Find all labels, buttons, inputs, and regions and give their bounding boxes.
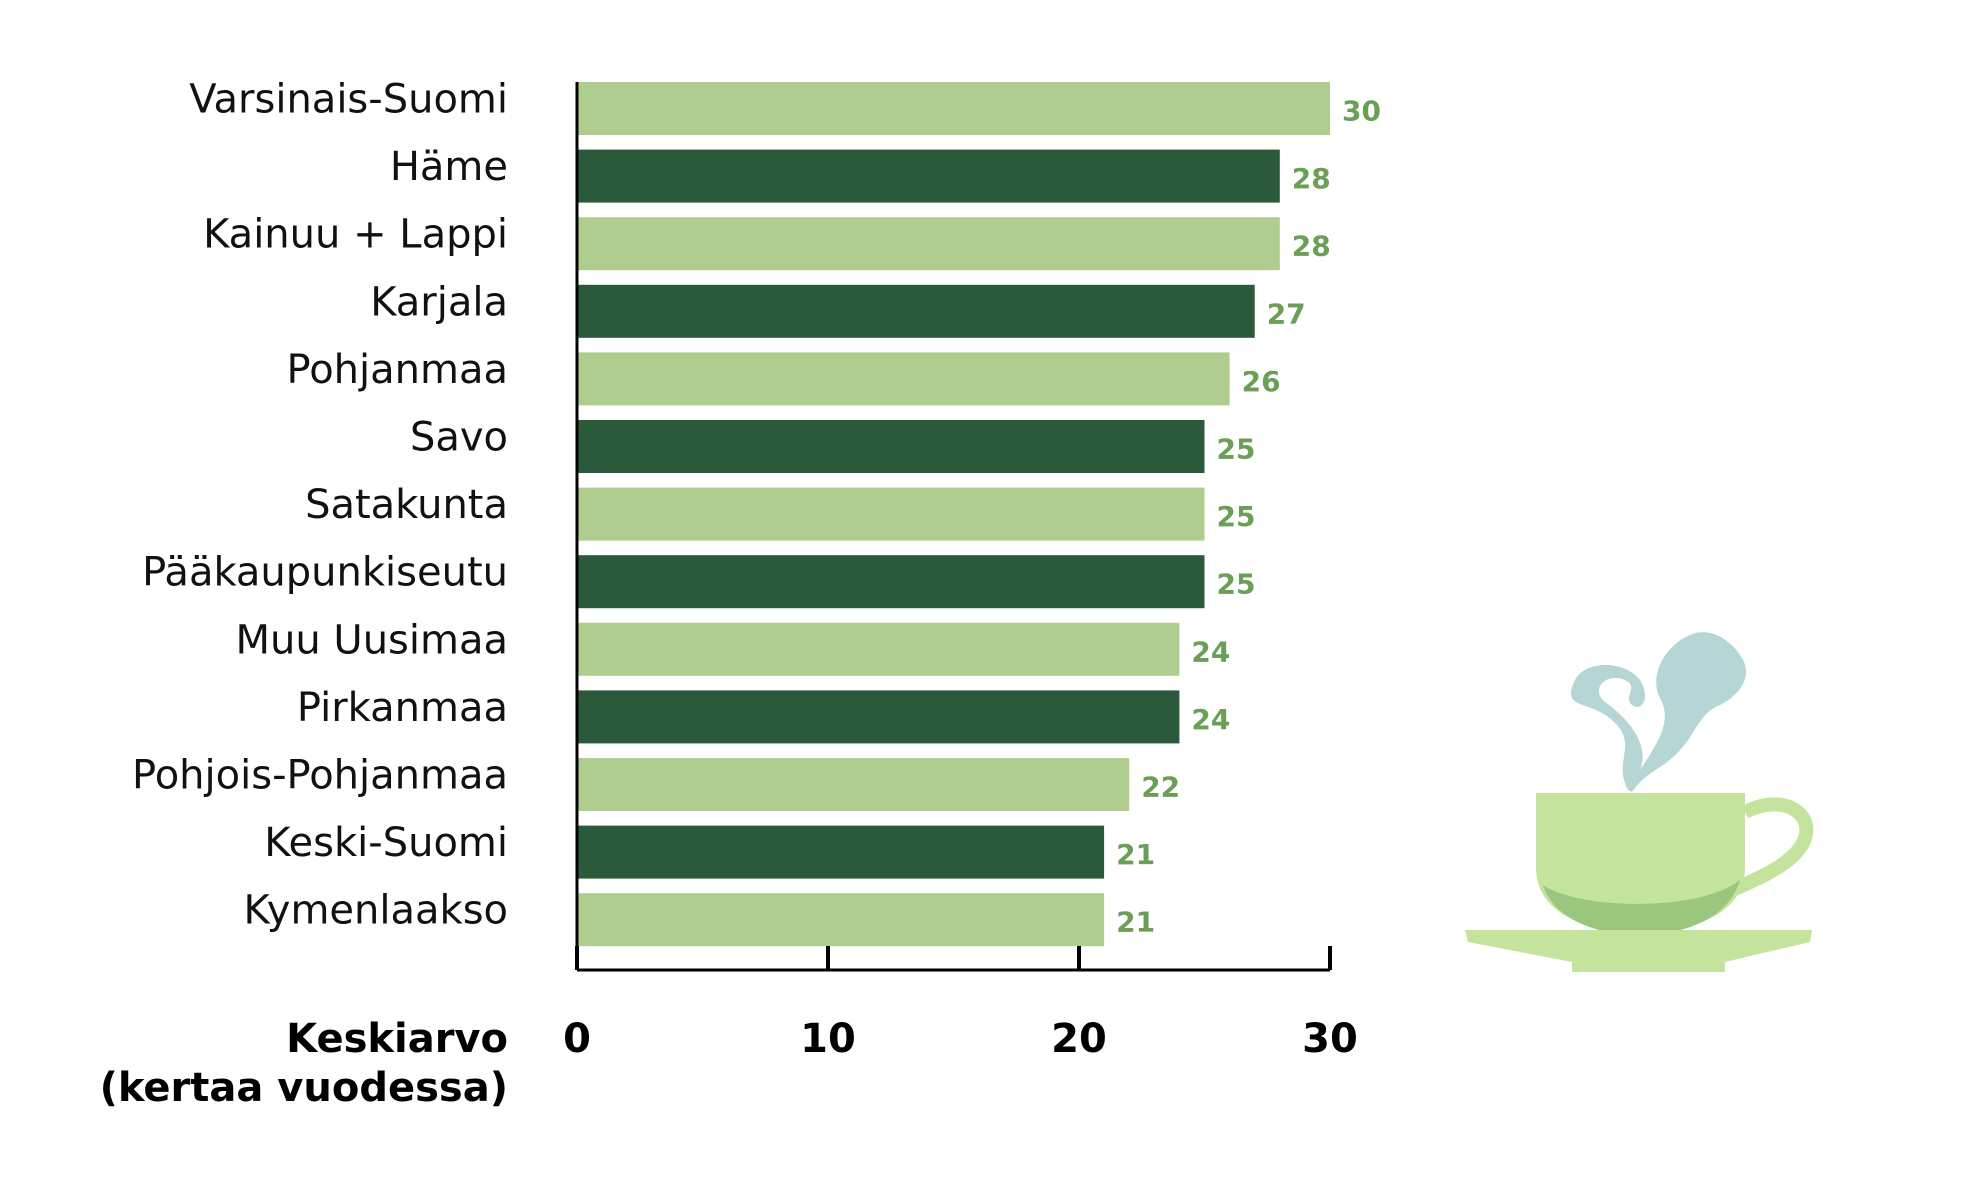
bar-5 [577,420,1205,473]
cup-handle [1725,797,1814,899]
category-label-6: Satakunta [305,482,508,528]
category-label-2: Kainuu + Lappi [203,212,508,258]
x-tick-label-3: 30 [1302,1016,1358,1062]
category-label-8: Muu Uusimaa [236,617,509,663]
value-label-7: 25 [1217,568,1256,601]
value-label-0: 30 [1342,95,1381,128]
x-tick-label-1: 10 [800,1016,856,1062]
bar-0 [577,82,1330,135]
value-label-4: 26 [1242,365,1281,398]
cup-body [1536,793,1745,932]
category-label-10: Pohjois-Pohjanmaa [132,753,508,799]
bar-1 [577,149,1280,203]
category-label-9: Pirkanmaa [297,685,508,731]
x-ticks-group: 0 10 20 30 [563,946,1358,1062]
value-label-8: 24 [1191,635,1230,668]
value-label-5: 25 [1217,433,1256,466]
bar-7 [577,555,1205,609]
bars-group [577,82,1330,947]
bar-6 [577,487,1205,541]
category-label-7: Pääkaupunkiseutu [142,550,508,596]
x-tick-label-0: 0 [563,1016,591,1062]
x-tick-label-2: 20 [1051,1016,1107,1062]
bar-4 [577,352,1230,406]
value-label-10: 22 [1141,771,1180,804]
value-label-11: 21 [1116,838,1155,871]
bar-11 [577,825,1105,879]
category-label-4: Pohjanmaa [287,347,508,393]
category-label-3: Karjala [370,279,508,325]
coffee-cup-icon [1465,632,1814,972]
category-label-12: Kymenlaakso [243,888,508,934]
saucer [1465,930,1812,972]
cup-shadow [1543,880,1740,935]
value-label-12: 21 [1116,906,1155,939]
value-label-1: 28 [1292,162,1331,195]
x-axis-title-line-1: Keskiarvo [286,1016,508,1062]
bar-3 [577,284,1255,338]
bar-2 [577,217,1280,271]
category-label-1: Häme [390,144,508,190]
steam-shape [1570,632,1747,792]
x-axis-title-line-2: (kertaa vuodessa) [100,1065,508,1111]
bar-12 [577,893,1105,947]
bar-9 [577,690,1180,744]
category-labels-group: Varsinais-Suomi Häme Kainuu + Lappi Karjala… [132,77,508,934]
value-labels-group: 30 28 28 27 26 25 25 25 24 24 22 21 21 [1116,95,1381,939]
bar-8 [577,622,1180,676]
value-label-2: 28 [1292,230,1331,263]
value-label-6: 25 [1217,500,1256,533]
category-label-5: Savo [410,415,508,461]
category-label-11: Keski-Suomi [264,820,508,866]
x-axis [575,82,1330,972]
x-axis-title: Keskiarvo (kertaa vuodessa) [100,1016,508,1111]
bar-10 [577,758,1130,811]
value-label-3: 27 [1267,297,1306,330]
value-label-9: 24 [1191,703,1230,736]
category-label-0: Varsinais-Suomi [189,77,508,123]
